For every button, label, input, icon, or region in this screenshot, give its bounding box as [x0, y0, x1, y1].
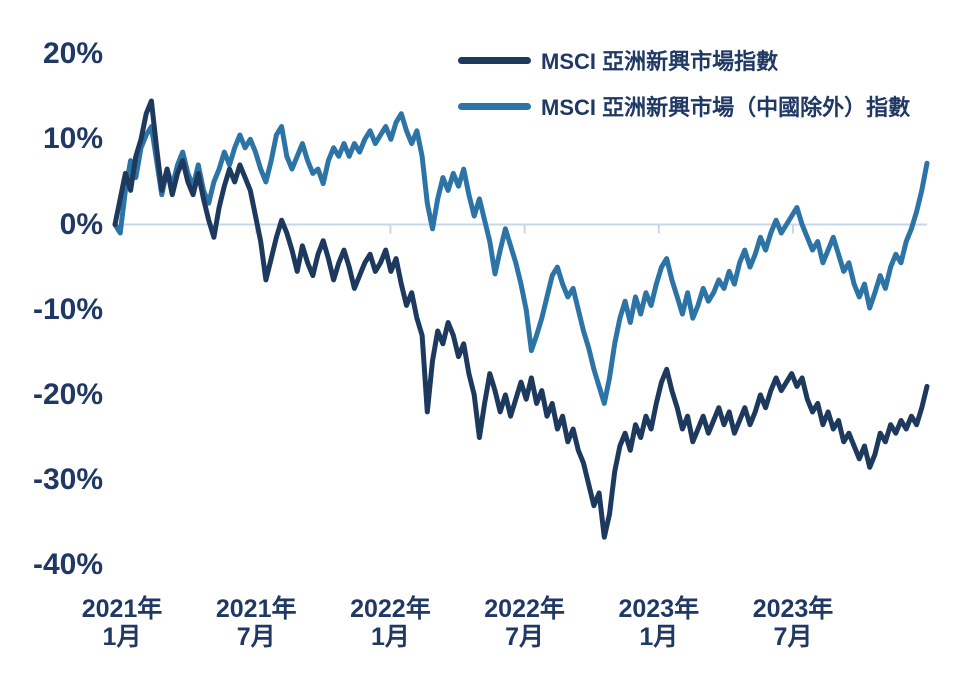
y-tick-label: 0%: [59, 207, 103, 241]
x-tick-label: 2023年 7月: [718, 595, 868, 651]
y-tick-label: -10%: [32, 292, 103, 326]
series-line-1: [112, 111, 930, 406]
x-tick-year: 2023年: [618, 595, 700, 623]
x-tick-year: 2021年: [215, 595, 297, 623]
x-tick-month: 1月: [102, 623, 142, 651]
legend-swatch-blue-line: [458, 102, 531, 110]
legend-swatch-dark-line: [458, 56, 531, 64]
x-tick-month: 7月: [505, 623, 545, 651]
legend: MSCI 亞洲新興市場指數 MSCI 亞洲新興市場（中國除外）指數: [458, 44, 910, 122]
x-tick-month: 7月: [773, 623, 813, 651]
legend-label-msci-em-asia: MSCI 亞洲新興市場指數: [541, 49, 779, 74]
legend-label-msci-em-asia-ex-china: MSCI 亞洲新興市場（中國除外）指數: [541, 95, 911, 120]
y-tick-label: -20%: [32, 377, 103, 411]
x-tick-year: 2022年: [484, 595, 565, 623]
x-tick-label: 2021年 7月: [181, 595, 331, 651]
legend-item-msci-em-asia-ex-china: MSCI 亞洲新興市場（中國除外）指數: [458, 90, 910, 122]
x-tick-label: 2021年 1月: [47, 595, 197, 651]
x-tick-label: 2022年 7月: [450, 595, 600, 651]
x-tick-label: 2022年 1月: [315, 595, 465, 651]
x-tick-year: 2022年: [350, 595, 431, 623]
series-line-0: [112, 98, 930, 540]
y-tick-label: 20%: [42, 37, 103, 71]
x-tick-month: 1月: [639, 623, 679, 651]
legend-item-msci-em-asia: MSCI 亞洲新興市場指數: [458, 44, 910, 76]
x-tick-label: 2023年 1月: [584, 595, 734, 651]
x-tick-month: 1月: [370, 623, 410, 651]
x-tick-year: 2021年: [81, 595, 163, 623]
y-tick-label: -30%: [32, 463, 103, 497]
x-tick-year: 2023年: [752, 595, 834, 623]
x-tick-month: 7月: [236, 623, 276, 651]
y-tick-label: 10%: [42, 122, 103, 156]
y-tick-label: -40%: [32, 548, 103, 582]
